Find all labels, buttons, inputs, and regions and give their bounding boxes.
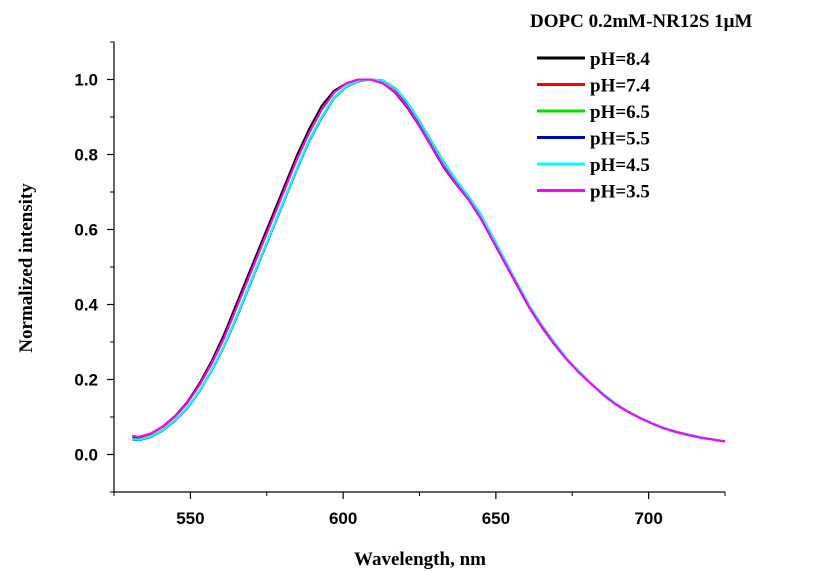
series-line-6 — [132, 78, 726, 443]
x-axis-title: Wavelength, nm — [354, 549, 486, 570]
y-tick-label: 0.0 — [74, 446, 98, 465]
legend-label: pH=7.4 — [590, 76, 650, 97]
legend-label: pH=8.4 — [590, 49, 650, 70]
axes: 550 600 650 700 0.0 0.2 0.4 0.6 0.8 1.0 — [74, 41, 726, 528]
legend-items: pH=8.4 pH=7.4 pH=6.5 pH=5.5 pH=4.5 pH=3.5 — [537, 49, 650, 203]
legend-label: pH=3.5 — [590, 182, 650, 203]
x-tick-label: 650 — [482, 509, 510, 528]
legend-label: pH=5.5 — [590, 129, 650, 150]
x-tick-label: 550 — [176, 509, 204, 528]
x-tick-label: 600 — [329, 509, 357, 528]
plot-lines — [132, 78, 726, 443]
legend-label: pH=4.5 — [590, 155, 650, 176]
y-tick-label: 0.6 — [74, 221, 98, 240]
y-axis-title: Normalized intensity — [16, 183, 37, 353]
y-tick-label: 0.2 — [74, 371, 98, 390]
x-ticks: 550 600 650 700 — [113, 492, 726, 528]
x-tick-label: 700 — [634, 509, 662, 528]
y-ticks: 0.0 0.2 0.4 0.6 0.8 1.0 — [74, 41, 114, 493]
legend-title: DOPC 0.2mM-NR12S 1μM — [530, 11, 752, 32]
y-tick-label: 0.4 — [74, 296, 98, 315]
legend-label: pH=6.5 — [590, 102, 650, 123]
y-tick-label: 1.0 — [74, 71, 98, 90]
legend: DOPC 0.2mM-NR12S 1μM pH=8.4pH=7.4pH=6.5p… — [530, 11, 752, 203]
y-tick-label: 0.8 — [74, 146, 98, 165]
